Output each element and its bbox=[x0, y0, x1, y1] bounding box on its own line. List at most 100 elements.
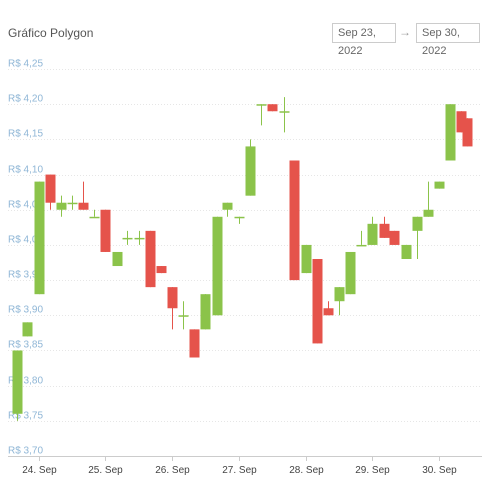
candle-down bbox=[189, 329, 200, 358]
candle-body bbox=[156, 266, 167, 274]
candles bbox=[12, 97, 473, 421]
candle-body bbox=[356, 244, 367, 247]
candle-body bbox=[112, 251, 123, 267]
candle-body bbox=[323, 308, 334, 316]
y-tick-label: R$ 4,00 bbox=[8, 235, 43, 246]
candle-up bbox=[412, 216, 423, 259]
candle-body bbox=[234, 216, 245, 219]
candle-body bbox=[345, 251, 356, 295]
candle-up bbox=[134, 230, 145, 245]
candle-down bbox=[389, 230, 400, 245]
candle-up bbox=[178, 301, 189, 330]
candle-body bbox=[389, 230, 400, 245]
candle-body bbox=[412, 216, 423, 231]
candle-down bbox=[45, 174, 56, 210]
candle-body bbox=[78, 202, 89, 210]
candle-body bbox=[445, 104, 456, 161]
candle-up bbox=[423, 181, 434, 217]
candle-up bbox=[89, 209, 100, 219]
candle-body bbox=[256, 104, 267, 106]
candle-up bbox=[334, 287, 345, 316]
candle-body bbox=[45, 174, 56, 203]
candle-body bbox=[379, 223, 390, 238]
candle-up bbox=[367, 216, 378, 245]
candle-body bbox=[56, 202, 67, 210]
candle-down bbox=[462, 118, 473, 147]
candle-up bbox=[200, 294, 211, 330]
candle-body bbox=[167, 287, 178, 309]
candle-body bbox=[89, 216, 100, 219]
candle-up bbox=[22, 322, 33, 337]
candle-up bbox=[34, 181, 45, 295]
candle-down bbox=[167, 287, 178, 330]
x-tick-label: 26. Sep bbox=[155, 465, 190, 476]
candle-body bbox=[178, 315, 189, 317]
date-from-input[interactable]: Sep 23, 2022 bbox=[332, 23, 396, 57]
candle-up bbox=[112, 251, 123, 267]
candle-body bbox=[22, 322, 33, 337]
candle-down bbox=[267, 104, 278, 112]
y-tick-label: R$ 3,75 bbox=[8, 411, 43, 422]
candle-body bbox=[434, 181, 445, 189]
grid-layer bbox=[8, 69, 482, 457]
x-tick-label: 27. Sep bbox=[222, 465, 257, 476]
candle-body bbox=[312, 259, 323, 344]
y-tick-label: R$ 4,15 bbox=[8, 129, 43, 140]
candle-body bbox=[122, 237, 133, 240]
y-tick-label: R$ 3,80 bbox=[8, 376, 43, 387]
candle-body bbox=[267, 104, 278, 112]
candle-down bbox=[456, 111, 467, 133]
candle-up bbox=[345, 251, 356, 295]
candle-body bbox=[245, 146, 256, 196]
candle-up bbox=[56, 195, 67, 217]
y-tick-label: R$ 4,05 bbox=[8, 200, 43, 211]
x-tick-label: 29. Sep bbox=[355, 465, 390, 476]
candle-body bbox=[222, 202, 233, 210]
candle-body bbox=[134, 237, 145, 240]
candle-down bbox=[100, 209, 111, 252]
candle-up bbox=[445, 104, 456, 161]
candle-up bbox=[356, 230, 367, 247]
candle-up bbox=[245, 139, 256, 196]
y-tick-label: R$ 3,90 bbox=[8, 305, 43, 316]
candle-body bbox=[401, 244, 412, 259]
candle-down bbox=[323, 301, 334, 316]
y-tick-label: R$ 4,20 bbox=[8, 94, 43, 105]
x-tick-label: 30. Sep bbox=[422, 465, 457, 476]
candle-down bbox=[379, 216, 390, 238]
candle-up bbox=[212, 216, 223, 316]
candle-body bbox=[212, 216, 223, 316]
candle-body bbox=[34, 181, 45, 295]
candle-body bbox=[456, 111, 467, 133]
candle-body bbox=[301, 244, 312, 274]
x-tick-label: 24. Sep bbox=[22, 465, 57, 476]
candle-down bbox=[145, 230, 156, 288]
y-tick-label: R$ 3,70 bbox=[8, 446, 43, 457]
y-tick-label: R$ 3,95 bbox=[8, 270, 43, 281]
y-axis: R$ 3,70 R$ 3,75 R$ 3,80 R$ 3,85 R$ 3,90 R$ 3,… bbox=[8, 59, 43, 457]
candle-down bbox=[312, 259, 323, 344]
candle-up bbox=[122, 230, 133, 245]
candle-up bbox=[67, 195, 78, 210]
candle-body bbox=[145, 230, 156, 288]
candle-body bbox=[279, 111, 290, 113]
candle-up bbox=[222, 202, 233, 217]
candle-up bbox=[434, 181, 445, 189]
candle-down bbox=[156, 266, 167, 274]
x-axis: 24. Sep 25. Sep 26. Sep 27. Sep 28. Sep 29. S… bbox=[8, 456, 482, 476]
candle-body bbox=[462, 118, 473, 147]
candle-body bbox=[100, 209, 111, 252]
candle-body bbox=[67, 202, 78, 205]
candle-down bbox=[289, 160, 300, 281]
candle-body bbox=[334, 287, 345, 302]
chart-title: Gráfico Polygon bbox=[8, 26, 94, 40]
candle-up bbox=[401, 244, 412, 259]
candle-up bbox=[301, 244, 312, 274]
x-tick-label: 28. Sep bbox=[289, 465, 324, 476]
candle-body bbox=[189, 329, 200, 358]
candle-body bbox=[289, 160, 300, 281]
candle-down bbox=[78, 181, 89, 210]
y-tick-label: R$ 4,10 bbox=[8, 165, 43, 176]
candle-up bbox=[12, 350, 23, 421]
date-to-input[interactable]: Sep 30, 2022 bbox=[416, 23, 480, 57]
